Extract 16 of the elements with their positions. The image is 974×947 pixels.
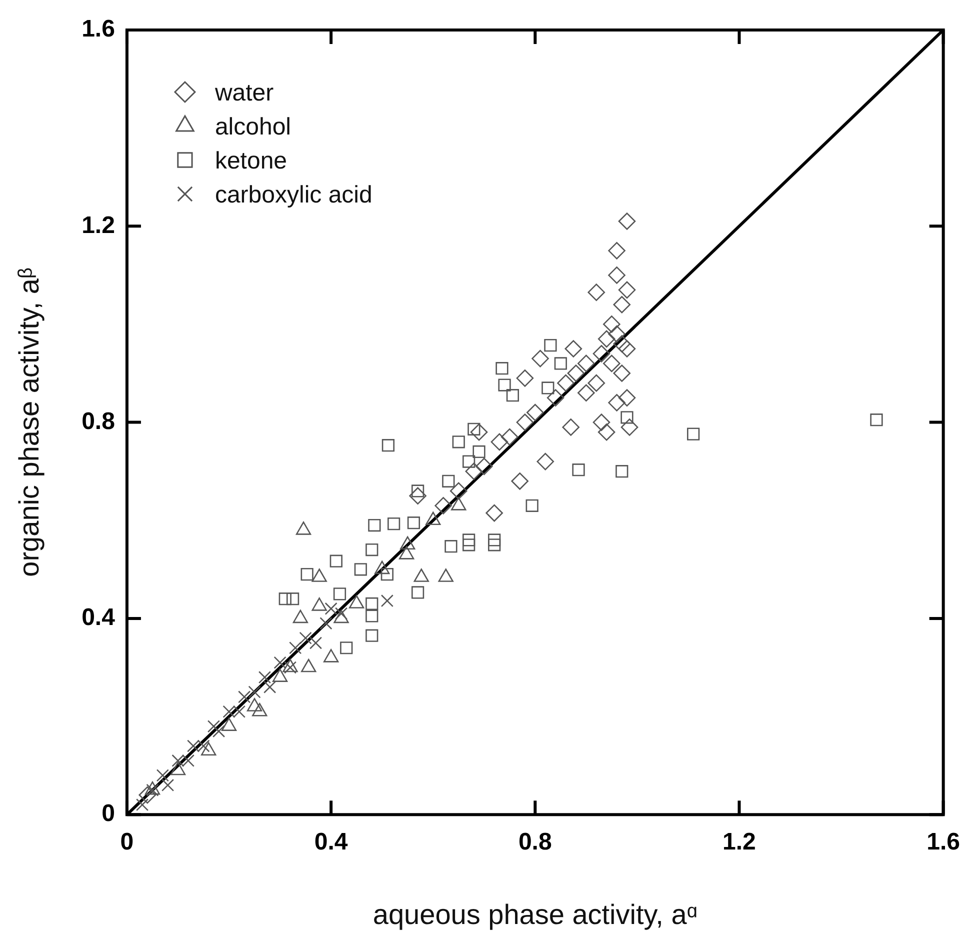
legend-label: water [214, 80, 274, 107]
y-tick-label: 0 [102, 800, 115, 828]
x-tick-label: 1.2 [722, 828, 756, 856]
y-tick-label: 1.6 [82, 16, 115, 43]
y-axis-title: organic phase activity, aᵝ [14, 268, 45, 577]
x-axis-title: aqueous phase activity, aᵅ [372, 898, 698, 930]
x-tick-label: 0.8 [518, 828, 552, 856]
x-tick-label: 1.6 [926, 828, 960, 856]
x-tick-label: 0.4 [314, 828, 348, 856]
y-tick-label: 0.8 [82, 408, 115, 435]
y-tick-label: 1.2 [82, 212, 115, 239]
legend-label: alcohol [214, 114, 292, 141]
legend-label: ketone [214, 148, 288, 175]
legend-label: carboxylic acid [214, 182, 372, 209]
x-tick-label: 0 [120, 828, 134, 856]
y-tick-label: 0.4 [82, 604, 116, 632]
